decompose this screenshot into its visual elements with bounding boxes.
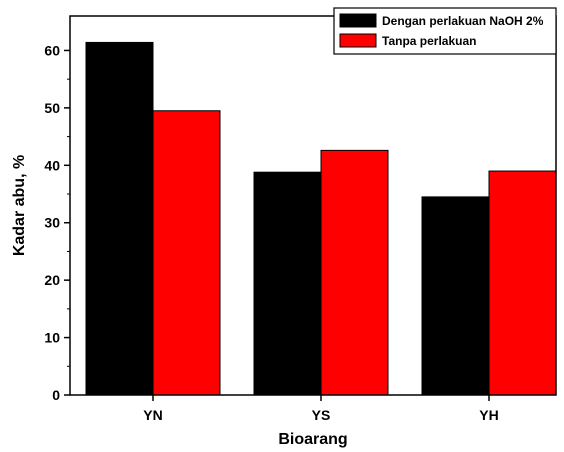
bars-group xyxy=(85,41,557,396)
bar-ys-series-1 xyxy=(253,171,322,396)
legend-swatch-series-1 xyxy=(339,13,377,28)
x-tick-label: YH xyxy=(479,407,498,423)
x-tick-label: YN xyxy=(143,407,162,423)
y-tick-label: 0 xyxy=(52,387,60,403)
y-tick-label: 20 xyxy=(44,272,60,288)
y-tick-label: 10 xyxy=(44,330,60,346)
y-tick-label: 30 xyxy=(44,215,60,231)
y-tick-label: 60 xyxy=(44,42,60,58)
legend-label-series-1: Dengan perlakuan NaOH 2% xyxy=(382,14,544,28)
legend: Dengan perlakuan NaOH 2% Tanpa perlakuan xyxy=(333,7,557,55)
bar-yn-series-2 xyxy=(152,110,221,396)
x-axis: YN YS YH xyxy=(143,395,499,423)
bar-yh-series-2 xyxy=(488,170,557,396)
legend-swatch-series-2 xyxy=(339,33,377,48)
bar-yn-series-1 xyxy=(85,41,154,396)
bar-ys-series-2 xyxy=(320,149,389,396)
x-tick-label: YS xyxy=(312,407,331,423)
plot-frame xyxy=(69,15,557,396)
y-axis-title: Kadar abu, % xyxy=(11,155,28,256)
legend-label-series-2: Tanpa perlakuan xyxy=(382,34,476,48)
bar-yh-series-1 xyxy=(421,196,490,396)
y-axis: 0 10 20 30 40 50 60 xyxy=(44,42,70,403)
y-tick-label: 40 xyxy=(44,157,60,173)
y-tick-label: 50 xyxy=(44,100,60,116)
x-axis-title: Bioarang xyxy=(278,431,347,448)
